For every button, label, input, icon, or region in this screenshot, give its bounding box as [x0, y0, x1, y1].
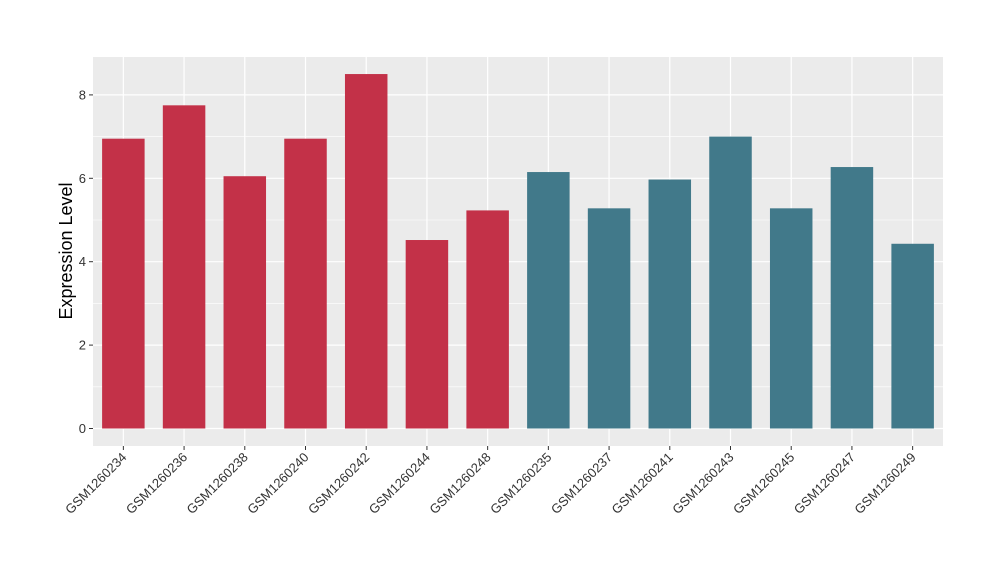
x-tick-label: GSM1260241: [609, 450, 676, 517]
x-tick-label: GSM1260247: [791, 450, 858, 517]
x-tick-label: GSM1260245: [730, 450, 797, 517]
bar-GSM1260243: [709, 136, 752, 429]
plot-panel: [93, 57, 943, 446]
bar-GSM1260241: [648, 179, 692, 429]
y-tick-label: 6: [79, 171, 86, 186]
x-tick-label: GSM1260234: [62, 450, 129, 517]
y-tick-label: 2: [79, 338, 86, 353]
bar-GSM1260248: [466, 210, 509, 429]
bar-GSM1260240: [284, 138, 327, 429]
y-tick-label: 8: [79, 87, 86, 102]
bar-GSM1260237: [587, 208, 631, 429]
x-tick-label: GSM1260240: [244, 450, 311, 517]
x-axis: GSM1260234GSM1260236GSM1260238GSM1260240…: [62, 446, 919, 517]
y-tick-label: 0: [79, 421, 86, 436]
x-tick-label: GSM1260249: [851, 450, 918, 517]
x-tick-label: GSM1260235: [487, 450, 554, 517]
bar-GSM1260249: [891, 243, 934, 429]
x-tick-label: GSM1260237: [548, 450, 615, 517]
x-tick-label: GSM1260244: [366, 450, 433, 517]
bar-GSM1260238: [223, 176, 267, 429]
bar-GSM1260245: [769, 208, 813, 429]
bar-GSM1260236: [162, 105, 206, 429]
x-tick-label: GSM1260238: [184, 450, 251, 517]
x-tick-label: GSM1260248: [426, 450, 493, 517]
bar-GSM1260234: [102, 138, 145, 429]
x-tick-label: GSM1260243: [669, 450, 736, 517]
bars: [102, 74, 934, 429]
bar-GSM1260235: [527, 172, 570, 429]
bar-GSM1260244: [405, 240, 449, 429]
y-tick-label: 4: [79, 254, 86, 269]
x-tick-label: GSM1260242: [305, 450, 372, 517]
y-axis-title: Expression Level: [56, 182, 76, 319]
bar-GSM1260242: [344, 74, 388, 429]
bar-GSM1260247: [830, 167, 874, 429]
y-axis: 0 2 4 6 8: [79, 87, 93, 436]
x-tick-label: GSM1260236: [123, 450, 190, 517]
